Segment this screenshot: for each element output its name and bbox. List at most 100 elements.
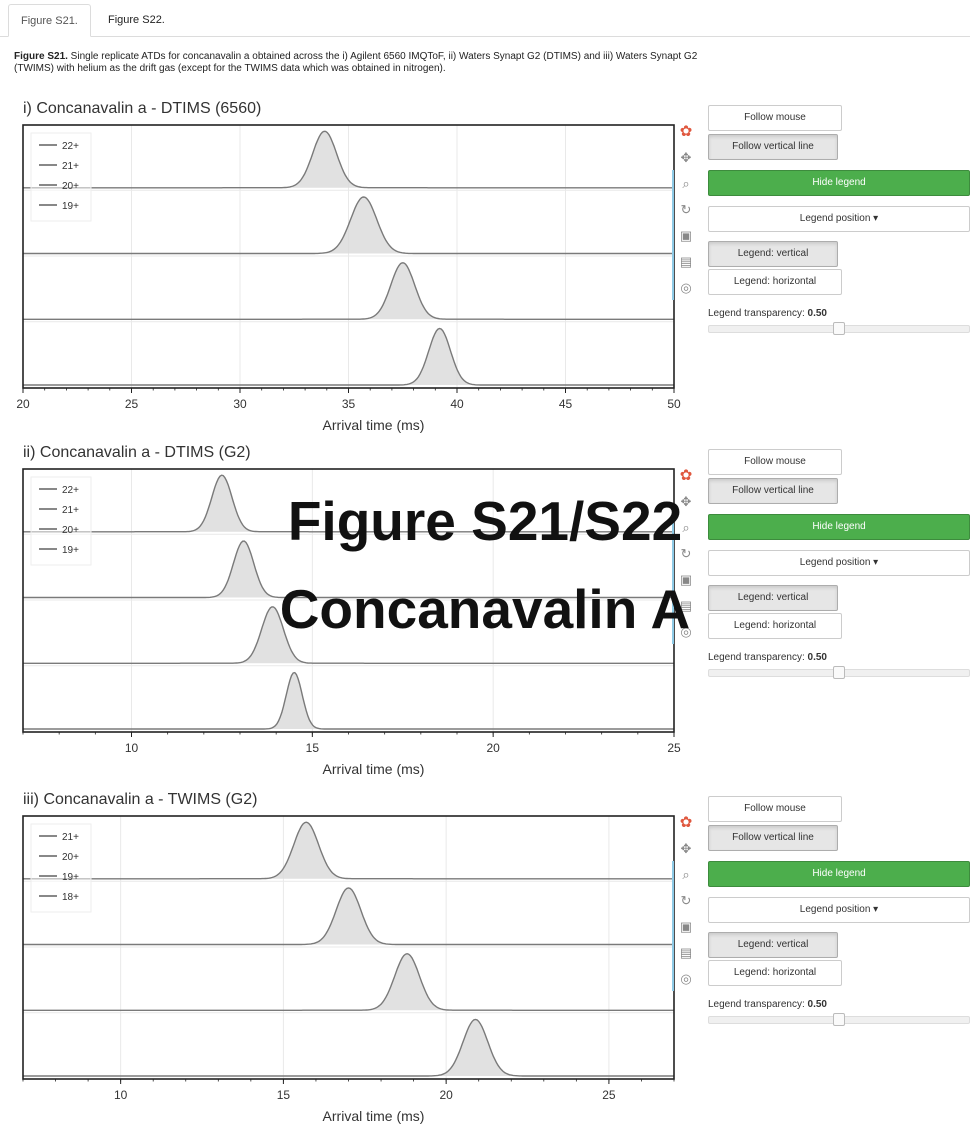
pan-icon[interactable]: ✥ — [680, 494, 692, 509]
legend-label: 20+ — [62, 181, 79, 192]
ats-chart-dtims-g2[interactable]: 10 15 20 25 Arrival time (ms) 22+ 21+ 20+ 19+ — [0, 462, 700, 782]
series-line-18+ — [23, 1018, 674, 1077]
hover-icon[interactable]: ▤ — [679, 945, 693, 960]
chevron-down-icon: ▾ — [870, 557, 879, 568]
crosshair-icon[interactable]: ◎ — [680, 280, 692, 295]
legend-position-dropdown[interactable]: Legend position ▾ — [708, 550, 970, 576]
legend-transparency-text: Legend transparency: — [708, 308, 805, 319]
reset-icon[interactable]: ↻ — [680, 893, 692, 908]
x-tick-label: 50 — [667, 397, 681, 411]
reset-icon[interactable]: ↻ — [680, 202, 692, 217]
x-tick-label: 20 — [16, 397, 30, 411]
legend-vertical-button[interactable]: Legend: vertical — [708, 932, 838, 958]
legend-horizontal-button[interactable]: Legend: horizontal — [708, 613, 842, 639]
hide-legend-button-label: Hide legend — [812, 521, 866, 532]
x-tick-label: 15 — [277, 1088, 291, 1102]
hide-legend-button-label: Hide legend — [812, 177, 866, 188]
ats-chart-dtims-6560[interactable]: 20 25 30 35 40 45 50 Arrival time (ms) 22+ 21+ 20+… — [0, 118, 700, 438]
hover-icon[interactable]: ▤ — [679, 598, 693, 613]
hide-legend-button[interactable]: Hide legend — [708, 514, 970, 540]
series-line-20+ — [23, 606, 674, 664]
follow-vertical-line-button[interactable]: Follow vertical line — [708, 478, 838, 504]
slider-handle[interactable] — [833, 322, 845, 335]
zoom-icon[interactable]: ⌕ — [682, 176, 690, 191]
hover-icon[interactable]: ▤ — [679, 254, 693, 269]
hide-legend-button[interactable]: Hide legend — [708, 170, 970, 196]
follow-mouse-button[interactable]: Follow mouse — [708, 449, 842, 475]
legend-position-dropdown-label: Legend position — [799, 557, 871, 568]
follow-mouse-button[interactable]: Follow mouse — [708, 105, 842, 131]
pan-icon[interactable]: ✥ — [680, 150, 692, 165]
tab-divider — [0, 36, 970, 37]
series-line-20+ — [23, 887, 674, 946]
legend-label: 21+ — [62, 505, 79, 516]
follow-vertical-line-button[interactable]: Follow vertical line — [708, 134, 838, 160]
overlay-title: Figure S21/S22 — [287, 490, 683, 552]
series-line-22+ — [23, 130, 674, 189]
series-line-21+ — [23, 196, 674, 255]
legend-label: 21+ — [62, 161, 79, 172]
x-tick-label: 25 — [602, 1088, 616, 1102]
tab-figure-s21[interactable]: Figure S21. — [8, 4, 91, 37]
legend-label: 19+ — [62, 872, 79, 883]
series-line-19+ — [23, 671, 674, 730]
save-icon[interactable]: ▣ — [679, 228, 693, 243]
zoom-icon[interactable]: ⌕ — [682, 520, 690, 535]
legend-vertical-button[interactable]: Legend: vertical — [708, 241, 838, 267]
legend-horizontal-button-label: Legend: horizontal — [733, 276, 817, 287]
legend-position-dropdown-label: Legend position — [799, 904, 871, 915]
follow-vertical-line-button[interactable]: Follow vertical line — [708, 825, 838, 851]
crosshair-icon[interactable]: ◎ — [680, 971, 692, 986]
follow-mouse-button-label: Follow mouse — [744, 803, 806, 814]
bokeh-logo-icon[interactable]: ✿ — [679, 123, 693, 140]
legend: 22+ 21+ 20+ 19+ — [30, 132, 92, 222]
legend: 22+ 21+ 20+ 19+ — [30, 476, 92, 566]
legend-horizontal-button[interactable]: Legend: horizontal — [708, 960, 842, 986]
series-line-19+ — [23, 952, 674, 1011]
legend-label: 22+ — [62, 141, 79, 152]
hide-legend-button[interactable]: Hide legend — [708, 861, 970, 887]
x-tick-label: 10 — [114, 1088, 128, 1102]
pan-icon[interactable]: ✥ — [680, 841, 692, 856]
slider-handle[interactable] — [833, 666, 845, 679]
legend-position-dropdown-label: Legend position — [799, 213, 871, 224]
legend-label: 21+ — [62, 832, 79, 843]
x-tick-label: 15 — [306, 741, 320, 755]
legend-horizontal-button[interactable]: Legend: horizontal — [708, 269, 842, 295]
legend-horizontal-button-label: Legend: horizontal — [733, 620, 817, 631]
save-icon[interactable]: ▣ — [679, 919, 693, 934]
legend-label: 20+ — [62, 525, 79, 536]
series-line-19+ — [23, 327, 674, 386]
x-tick-label: 25 — [125, 397, 139, 411]
legend-transparency-value: 0.50 — [807, 999, 827, 1010]
series-line-22+ — [23, 474, 674, 533]
legend-box — [30, 476, 92, 566]
hide-legend-button-label: Hide legend — [812, 868, 866, 879]
legend-vertical-button-label: Legend: vertical — [737, 248, 809, 259]
legend-position-dropdown[interactable]: Legend position ▾ — [708, 897, 970, 923]
follow-mouse-button[interactable]: Follow mouse — [708, 796, 842, 822]
save-icon[interactable]: ▣ — [679, 572, 693, 587]
reset-icon[interactable]: ↻ — [680, 546, 692, 561]
legend-position-dropdown[interactable]: Legend position ▾ — [708, 206, 970, 232]
tab-figure-s22[interactable]: Figure S22. — [108, 14, 165, 26]
bokeh-logo-icon[interactable]: ✿ — [679, 814, 693, 831]
chevron-down-icon: ▾ — [870, 213, 879, 224]
legend-label: 22+ — [62, 485, 79, 496]
slider-handle[interactable] — [833, 1013, 845, 1026]
legend-vertical-button-label: Legend: vertical — [737, 939, 809, 950]
toolbar-active-indicator — [672, 514, 674, 644]
follow-mouse-button-label: Follow mouse — [744, 112, 806, 123]
legend-vertical-button[interactable]: Legend: vertical — [708, 585, 838, 611]
legend-label: 19+ — [62, 201, 79, 212]
follow-vertical-line-button-label: Follow vertical line — [732, 832, 814, 843]
zoom-icon[interactable]: ⌕ — [682, 867, 690, 882]
panel-title-1: i) Concanavalin a - DTIMS (6560) — [23, 100, 262, 117]
figure-caption: Figure S21. Single replicate ATDs for co… — [14, 51, 734, 75]
follow-mouse-button-label: Follow mouse — [744, 456, 806, 467]
legend-vertical-button-label: Legend: vertical — [737, 592, 809, 603]
ats-chart-twims-g2[interactable]: 10 15 20 25 Arrival time (ms) 21+ 20+ 19+ 18+ — [0, 809, 700, 1129]
crosshair-icon[interactable]: ◎ — [680, 624, 692, 639]
bokeh-logo-icon[interactable]: ✿ — [679, 467, 693, 484]
x-tick-label: 45 — [559, 397, 573, 411]
